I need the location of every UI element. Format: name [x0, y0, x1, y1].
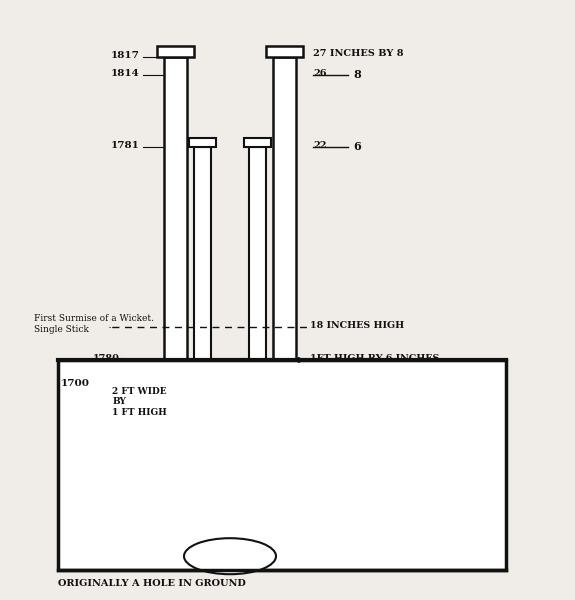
Bar [244, 138, 271, 147]
Text: 27 INCHES BY 8: 27 INCHES BY 8 [313, 49, 404, 58]
Text: 1700: 1700 [60, 379, 89, 389]
Text: First Surmise of a Wicket.
Single Stick: First Surmise of a Wicket. Single Stick [34, 314, 155, 334]
Text: 6: 6 [354, 142, 361, 152]
Bar [58, 360, 506, 570]
Text: 1814: 1814 [110, 69, 139, 78]
Text: 1817: 1817 [110, 50, 139, 59]
Ellipse shape [184, 538, 276, 574]
Text: 8: 8 [354, 70, 361, 80]
Text: 18 INCHES HIGH: 18 INCHES HIGH [310, 320, 405, 329]
Bar [249, 147, 266, 570]
Text: 1FT HIGH BY 6 INCHES: 1FT HIGH BY 6 INCHES [310, 353, 440, 362]
Text: 26: 26 [313, 69, 327, 78]
Bar [157, 46, 194, 57]
Text: ORIGINALLY A HOLE IN GROUND: ORIGINALLY A HOLE IN GROUND [58, 578, 246, 588]
Bar [194, 147, 211, 570]
Bar [164, 57, 187, 570]
Bar [266, 46, 303, 57]
Bar [189, 138, 216, 147]
Text: 22: 22 [313, 140, 327, 149]
Text: 1781: 1781 [110, 140, 139, 149]
Bar [273, 57, 296, 570]
Text: 1780-: 1780- [93, 353, 124, 362]
Text: 2 FT WIDE
BY
1 FT HIGH: 2 FT WIDE BY 1 FT HIGH [112, 387, 167, 417]
